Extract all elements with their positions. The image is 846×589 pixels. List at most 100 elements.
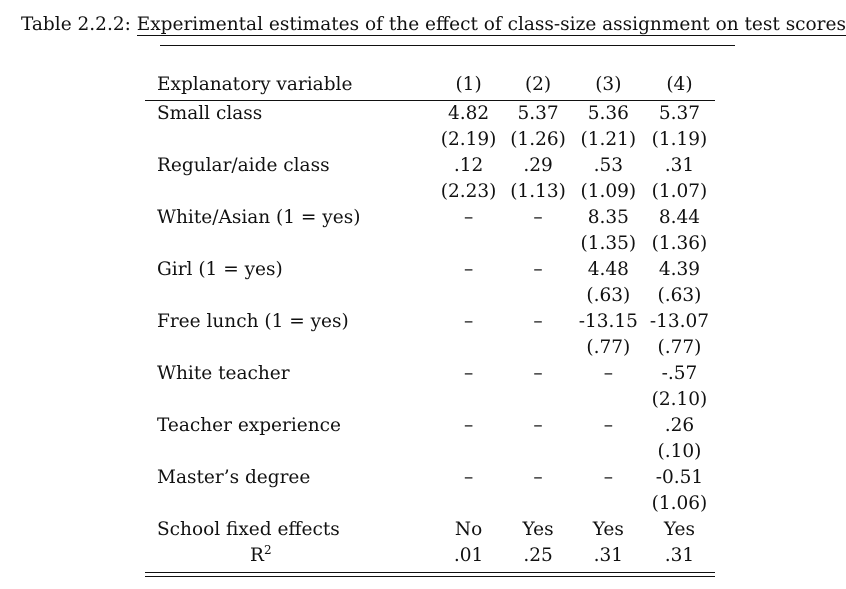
cell-col-1: 4.82 (447, 103, 490, 124)
cell-col-1: – (463, 415, 474, 436)
cell-col-2: .29 (523, 155, 553, 176)
cell-col-4: (1.19) (651, 129, 708, 150)
row-variable-label (145, 335, 434, 361)
row-variable-label: White teacher (157, 363, 290, 384)
cell-col-4: -13.07 (649, 311, 710, 332)
row-variable-label: White/Asian (1 = yes) (157, 207, 361, 228)
cell-col-1: – (463, 311, 474, 332)
r2-col-3: .31 (593, 545, 624, 566)
cell-col-2 (503, 387, 572, 413)
cell-col-3: (1.35) (580, 233, 637, 254)
cell-col-1: – (463, 207, 474, 228)
r2-label-base: R (250, 545, 264, 566)
cell-col-2 (503, 335, 572, 361)
r2-label-superscript: 2 (263, 542, 272, 557)
cell-col-2 (503, 283, 572, 309)
cell-col-3: – (603, 467, 613, 488)
row-variable-label: Regular/aide class (157, 155, 330, 176)
cell-col-1: .12 (453, 155, 484, 176)
row-variable-label: Teacher experience (157, 415, 341, 436)
row-variable-label (145, 491, 434, 517)
caption-label: Table 2.2.2: (21, 14, 131, 35)
row-variable-label (145, 127, 434, 153)
table-row: (1.06) (145, 491, 715, 517)
cell-col-4: (.10) (657, 441, 702, 462)
table-row: (1.35) (1.36) (145, 231, 715, 257)
cell-col-2 (503, 231, 572, 257)
table-body: Small class 4.82 5.37 5.36 5.37 (2.19) (1.26)(… (145, 101, 715, 570)
cell-col-1 (434, 335, 503, 361)
cell-col-2: (1.26) (510, 129, 566, 150)
table-row: White/Asian (1 = yes) – – 8.35 8.44 (145, 205, 715, 231)
cell-col-1 (434, 439, 503, 465)
table-row: Small class 4.82 5.37 5.36 5.37 (145, 101, 715, 128)
table-row-r2: R2 .01 .25 .31 .31 (145, 543, 715, 569)
table-row: (.77) (.77) (145, 335, 715, 361)
cell-col-4: (2.10) (651, 389, 708, 410)
cell-col-4: (1.07) (651, 181, 708, 202)
table-bottom-rule-2 (145, 576, 715, 577)
cell-col-1: No (454, 519, 483, 540)
cell-col-2: 5.37 (517, 103, 559, 124)
header-col-3: (3) (572, 70, 644, 101)
cell-col-1 (434, 491, 503, 517)
table-row: (.10) (145, 439, 715, 465)
table-row: Regular/aide class .12 .29 .53 .31 (145, 153, 715, 179)
row-variable-label: Free lunch (1 = yes) (157, 311, 349, 332)
header-col-2: (2) (503, 70, 573, 101)
cell-col-4: (.63) (657, 285, 702, 306)
r2-col-4: .31 (664, 545, 695, 566)
cell-col-4: -0.51 (655, 467, 704, 488)
r2-label: R2 (145, 543, 434, 569)
cell-col-4: (.77) (657, 337, 702, 358)
table-row: (2.19) (1.26) (1.21) (1.19) (145, 127, 715, 153)
cell-col-3 (573, 491, 644, 517)
cell-col-2 (503, 491, 572, 517)
cell-col-1: (2.19) (440, 129, 497, 150)
cell-col-4: -.57 (661, 363, 698, 384)
caption-double-underline (160, 45, 735, 46)
cell-col-2: – (533, 467, 543, 488)
cell-col-2: (1.13) (510, 181, 566, 202)
r2-col-2: .25 (523, 545, 553, 566)
cell-col-1: – (463, 467, 474, 488)
cell-col-4: 8.44 (658, 207, 701, 228)
row-variable-label: Small class (157, 103, 263, 124)
caption-title: Experimental estimates of the effect of … (136, 14, 846, 36)
table-header-row: Explanatory variable (1) (2) (3) (4) (145, 70, 715, 101)
table-row: Girl (1 = yes) – – 4.48 4.39 (145, 257, 715, 283)
table-row: Teacher experience – – – .26 (145, 413, 715, 439)
results-table-wrap: Explanatory variable (1) (2) (3) (4) Sma… (145, 70, 715, 569)
cell-col-1 (434, 283, 503, 309)
cell-col-1: (2.23) (440, 181, 497, 202)
cell-col-3: 4.48 (587, 259, 629, 280)
results-table: Explanatory variable (1) (2) (3) (4) Sma… (145, 70, 715, 569)
table-bottom-rule-1 (145, 572, 715, 573)
cell-col-2: – (533, 207, 543, 228)
cell-col-1: – (463, 259, 474, 280)
row-variable-label (145, 179, 434, 205)
table-row: (2.10) (145, 387, 715, 413)
cell-col-1: – (463, 363, 474, 384)
table-row: Master’s degree – – – -0.51 (145, 465, 715, 491)
cell-col-3: (.77) (586, 337, 631, 358)
row-variable-label: Master’s degree (157, 467, 311, 488)
cell-col-3: – (603, 363, 613, 384)
row-variable-label (145, 283, 434, 309)
cell-col-3: (1.09) (580, 181, 637, 202)
cell-col-2: – (533, 311, 543, 332)
cell-col-4: (1.36) (651, 233, 708, 254)
table-row: (.63) (.63) (145, 283, 715, 309)
cell-col-2: – (533, 363, 543, 384)
cell-col-3 (573, 439, 644, 465)
cell-col-4: 5.37 (658, 103, 701, 124)
cell-col-3: -13.15 (578, 311, 638, 332)
cell-col-2: Yes (522, 519, 554, 540)
table-row: (2.23) (1.13) (1.09) (1.07) (145, 179, 715, 205)
header-variable: Explanatory variable (145, 70, 434, 101)
cell-col-4: (1.06) (651, 493, 708, 514)
cell-col-4: .26 (664, 415, 695, 436)
row-variable-label: School fixed effects (157, 519, 340, 540)
cell-col-3: – (603, 415, 613, 436)
cell-col-3: (1.21) (580, 129, 637, 150)
